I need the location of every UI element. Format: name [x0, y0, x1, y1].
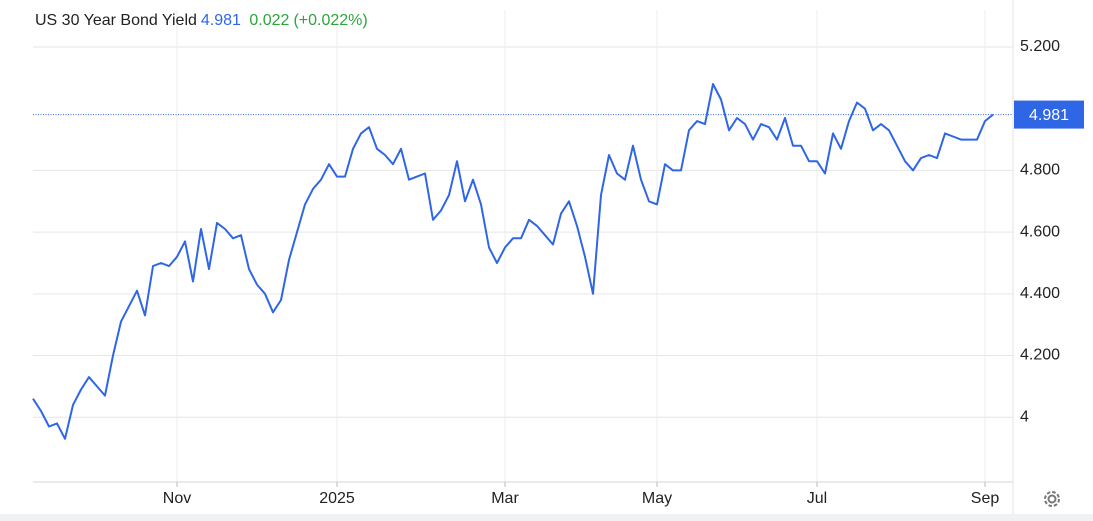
y-tick-label: 4.400	[1020, 285, 1060, 302]
x-tick-label: Jul	[807, 490, 827, 507]
last-value-label: 4.981	[1029, 107, 1069, 124]
last-value: 4.981	[200, 12, 241, 29]
grid	[33, 10, 1013, 482]
last-value-box	[1014, 100, 1084, 129]
settings-icon[interactable]	[1044, 491, 1060, 507]
x-tick-label: Mar	[491, 490, 519, 507]
y-tick-label: 4.600	[1020, 223, 1060, 240]
x-tick-label: Sep	[971, 490, 1000, 507]
x-tick-label: 2025	[319, 490, 355, 507]
y-tick-label: 4.800	[1020, 162, 1060, 179]
header: US 30 Year Bond Yield 4.981 0.022 (+0.022%…	[35, 12, 372, 30]
price-line	[32, 83, 994, 440]
y-tick-label: 4	[1020, 408, 1029, 425]
y-tick-label: 5.200	[1020, 38, 1060, 55]
title: US 30 Year Bond Yield	[35, 12, 197, 29]
x-tick-label: May	[642, 490, 672, 507]
y-tick-label: 4.200	[1020, 347, 1060, 364]
change: 0.022	[249, 12, 290, 29]
bottom-strip	[0, 514, 1093, 521]
x-tick-label: Nov	[163, 490, 191, 507]
change-pct: (+0.022%)	[293, 12, 368, 29]
